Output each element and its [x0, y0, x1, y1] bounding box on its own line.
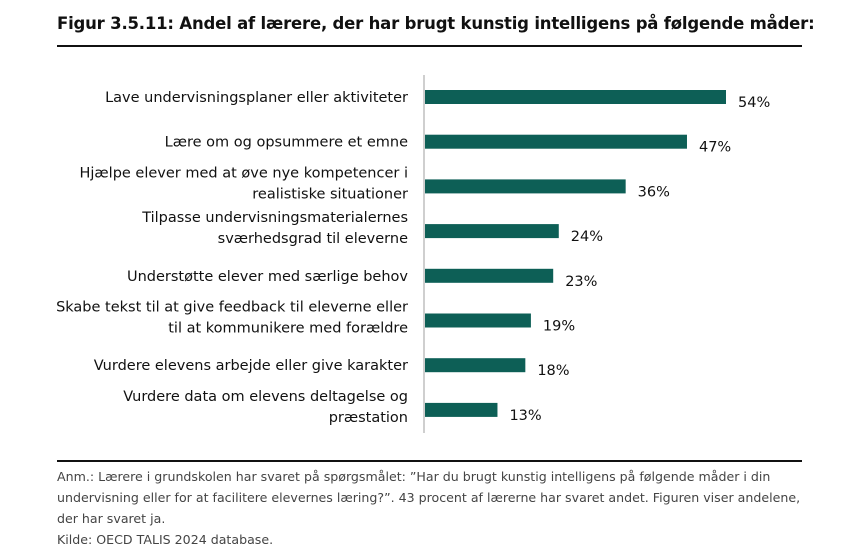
- bar: [425, 224, 559, 239]
- category-label: Hjælpe elever med at øve nye kompetencer…: [80, 165, 409, 181]
- note-text: Anm.: Lærere i grundskolen har svaret på…: [57, 469, 801, 526]
- bar: [425, 179, 626, 194]
- bar: [425, 402, 498, 417]
- category-label: Lære om og opsummere et emne: [165, 135, 408, 151]
- bar: [425, 134, 687, 149]
- category-label: Tilpasse undervisningsmaterialernes: [141, 210, 408, 226]
- source-text: Kilde: OECD TALIS 2024 database.: [57, 532, 274, 547]
- data-label: 23%: [565, 274, 597, 290]
- data-label: 18%: [537, 363, 569, 379]
- bar-chart: 54% Lave undervisningsplaner eller aktivi…: [56, 75, 770, 433]
- bar: [425, 358, 526, 373]
- bar: [425, 313, 531, 328]
- figure-title: Figur 3.5.11: Andel af lærere, der har b…: [57, 14, 815, 33]
- data-label: 19%: [543, 319, 575, 335]
- data-label: 47%: [699, 140, 731, 156]
- bar: [425, 268, 554, 283]
- category-label: til at kommunikere med forældre: [168, 321, 408, 337]
- notes-rule: [57, 460, 802, 462]
- notes: Anm.: Lærere i grundskolen har svaret på…: [57, 466, 802, 550]
- data-label: 24%: [571, 229, 603, 245]
- category-label: sværhedsgrad til eleverne: [218, 231, 408, 247]
- bar: [425, 90, 726, 104]
- category-label: Vurdere elevens arbejde eller give karak…: [94, 358, 408, 374]
- title-rule: [57, 45, 802, 47]
- data-label: 36%: [638, 184, 670, 200]
- category-label: præstation: [329, 410, 408, 426]
- category-label: realistiske situationer: [252, 186, 408, 202]
- category-label: Skabe tekst til at give feedback til ele…: [56, 300, 408, 316]
- category-label: Lave undervisningsplaner eller aktivitet…: [105, 90, 408, 106]
- data-label: 54%: [738, 95, 770, 111]
- category-label: Vurdere data om elevens deltagelse og: [123, 389, 408, 405]
- category-label: Understøtte elever med særlige behov: [127, 269, 408, 285]
- data-label: 13%: [509, 408, 541, 424]
